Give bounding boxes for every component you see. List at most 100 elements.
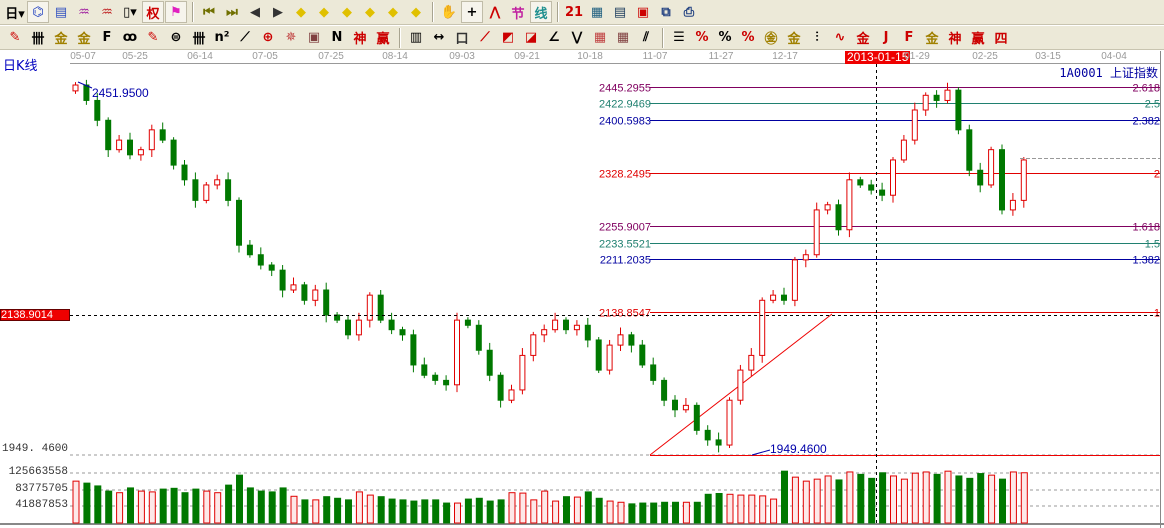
- width-icon[interactable]: ↔: [433, 30, 445, 45]
- gold-line-icon[interactable]: 金: [787, 32, 801, 47]
- gold2-icon[interactable]: 金: [77, 32, 91, 47]
- last-icon[interactable]: ⏭: [226, 4, 238, 20]
- calendar-icon[interactable]: 21: [564, 4, 584, 20]
- indicator3-icon[interactable]: ♒: [78, 4, 90, 20]
- info-icon[interactable]: ▤: [54, 4, 68, 20]
- star-icon[interactable]: ✵: [285, 30, 297, 45]
- rect-icon[interactable]: 口: [455, 32, 469, 47]
- candle-down: [933, 94, 940, 101]
- period-day-icon[interactable]: 日▾: [5, 6, 25, 22]
- candle-down: [388, 319, 395, 331]
- gold-angle-icon[interactable]: 金: [925, 32, 939, 47]
- ying-icon[interactable]: 赢: [376, 32, 390, 47]
- gold-circle-icon[interactable]: ㊎: [764, 32, 778, 47]
- move-right-icon[interactable]: ◆: [319, 4, 329, 20]
- n-icon[interactable]: N: [331, 30, 343, 45]
- volume-bar: [857, 473, 865, 524]
- right-icon[interactable]: 权: [142, 1, 164, 23]
- next-icon[interactable]: ▶: [273, 4, 283, 20]
- tower-icon[interactable]: ⫶: [815, 30, 819, 45]
- line-icon[interactable]: ⋀: [489, 4, 501, 20]
- gold-red-icon[interactable]: 金: [856, 32, 870, 47]
- box-icon[interactable]: ▣: [307, 30, 321, 45]
- shen-icon[interactable]: 神: [353, 32, 367, 47]
- pencil-icon[interactable]: ✎: [9, 30, 21, 45]
- angle-icon[interactable]: ∠: [548, 30, 560, 45]
- shen-angle-icon[interactable]: 神: [948, 32, 962, 47]
- indicator9-icon[interactable]: ♒: [101, 4, 113, 20]
- fan-icon[interactable]: ⟋: [480, 30, 490, 45]
- cycle-icon[interactable]: ∿: [834, 30, 846, 45]
- candle-down: [192, 179, 199, 201]
- candle-down: [83, 84, 90, 101]
- fan3-icon[interactable]: ◪: [524, 30, 538, 45]
- volume-tick: 125663558: [8, 466, 68, 478]
- candle-up: [813, 209, 820, 256]
- volume-bar: [334, 497, 342, 524]
- wave-icon[interactable]: ⋁: [571, 30, 583, 45]
- section-icon[interactable]: 节: [511, 6, 525, 22]
- n2-icon[interactable]: n²: [214, 30, 230, 45]
- fib-price-label: 2328.2495: [599, 169, 651, 181]
- fan2-icon[interactable]: ◩: [501, 30, 515, 45]
- candle-down: [94, 99, 101, 121]
- grid-icon[interactable]: ▦: [593, 30, 607, 45]
- draw-icon[interactable]: 线: [530, 1, 552, 23]
- prev-icon[interactable]: ◀: [250, 4, 260, 20]
- crosshair-icon[interactable]: +: [461, 1, 483, 23]
- percent-range-icon[interactable]: %: [695, 30, 709, 45]
- date-tick: 02-25: [972, 51, 998, 62]
- fib-ratio-label: 2: [1154, 169, 1160, 181]
- ying-angle-icon[interactable]: 赢: [971, 32, 985, 47]
- hand-icon[interactable]: ✋: [440, 4, 458, 20]
- fib-price-label: 2255.9007: [599, 222, 651, 234]
- low-marker-line: [751, 449, 771, 456]
- percent-icon[interactable]: %: [718, 30, 732, 45]
- hash-icon[interactable]: 卌: [31, 32, 45, 47]
- zoom-in-icon[interactable]: ◆: [342, 4, 352, 20]
- ruler-icon[interactable]: ▥: [409, 30, 423, 45]
- network-icon[interactable]: ⧉: [661, 4, 671, 20]
- arrow-icon[interactable]: ⟋: [240, 30, 250, 45]
- save-icon[interactable]: ▣: [636, 4, 650, 20]
- volume-bar: [977, 473, 985, 524]
- shrink-icon[interactable]: ◆: [411, 4, 421, 20]
- volume-bar: [813, 478, 821, 524]
- percent-line-icon[interactable]: %: [741, 30, 755, 45]
- gold1-icon[interactable]: 金: [54, 32, 68, 47]
- volume-bar: [454, 502, 461, 524]
- target-icon[interactable]: ⊕: [262, 30, 274, 45]
- first-icon[interactable]: ⏮: [203, 4, 215, 20]
- expand-icon[interactable]: ◆: [388, 4, 398, 20]
- four-icon[interactable]: 四: [994, 32, 1008, 47]
- date-tick: 07-05: [252, 51, 278, 62]
- candle-up: [148, 129, 155, 151]
- j-icon[interactable]: J: [883, 30, 889, 45]
- candle-up: [988, 149, 995, 186]
- stats-icon[interactable]: ☰: [673, 30, 685, 45]
- candle-up: [824, 204, 831, 211]
- chart-view-icon[interactable]: ⌬: [27, 1, 49, 23]
- parallel-icon[interactable]: ⫽: [643, 30, 649, 45]
- f-angle-icon[interactable]: F: [904, 30, 914, 45]
- volume-bar: [1009, 471, 1017, 524]
- volume-bar: [737, 494, 745, 524]
- zoom-out-icon[interactable]: ◆: [365, 4, 375, 20]
- spiral-icon[interactable]: ꝏ: [122, 30, 138, 45]
- flag-icon[interactable]: ⚑: [165, 1, 187, 23]
- grid2-icon[interactable]: ▦: [616, 30, 630, 45]
- volume-bar: [650, 502, 658, 524]
- date-tick: 08-14: [382, 51, 408, 62]
- circle-icon[interactable]: ⊜: [170, 30, 182, 45]
- hash2-icon[interactable]: 卌: [192, 32, 206, 47]
- eraser-icon[interactable]: ✎: [147, 30, 159, 45]
- note-icon[interactable]: ▤: [613, 4, 627, 20]
- toolbar-separator: [662, 27, 664, 48]
- volume-bar: [802, 480, 810, 524]
- candle-type-icon[interactable]: ▯▾: [123, 4, 137, 20]
- print-icon[interactable]: ⎙: [683, 4, 695, 20]
- f-icon[interactable]: F: [102, 30, 112, 45]
- calculator-icon[interactable]: ▦: [590, 4, 604, 20]
- move-left-icon[interactable]: ◆: [296, 4, 306, 20]
